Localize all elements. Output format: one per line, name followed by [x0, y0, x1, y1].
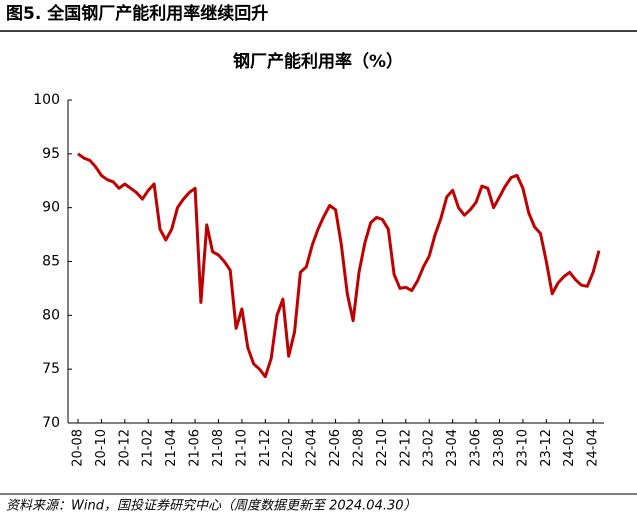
- x-tick-label: 24-04: [586, 429, 601, 467]
- y-tick-label: 70: [42, 415, 60, 431]
- x-tick-label: 23-04: [445, 429, 460, 467]
- x-tick-label: 23-06: [469, 429, 484, 467]
- x-tick-label: 22-06: [328, 429, 343, 467]
- x-tick-label: 21-10: [234, 429, 249, 467]
- x-tick-label: 21-02: [141, 429, 156, 467]
- x-tick-label: 23-08: [492, 429, 507, 467]
- line-series: [77, 152, 601, 379]
- figure-title: 图5. 全国钢厂产能利用率继续回升: [6, 3, 268, 24]
- source-note: 资料来源：Wind，国投证券研究中心（周度数据更新至 2024.04.30）: [6, 498, 417, 514]
- x-tick-label: 21-06: [188, 429, 203, 467]
- y-tick-label: 95: [42, 146, 60, 162]
- y-tick-label: 90: [42, 200, 60, 216]
- y-tick-label: 85: [42, 254, 60, 270]
- x-tick-label: 22-04: [305, 429, 320, 467]
- x-tick-label: 23-10: [515, 429, 530, 467]
- y-tick-label: 80: [42, 307, 60, 323]
- chart-title: 钢厂产能利用率（%）: [233, 51, 403, 72]
- x-tick-label: 22-02: [281, 429, 296, 467]
- x-tick-label: 22-10: [375, 429, 390, 467]
- y-tick-label: 100: [33, 92, 60, 108]
- x-tick-label: 20-10: [94, 429, 109, 467]
- x-tick-label: 21-12: [258, 429, 273, 467]
- x-tick-label: 24-02: [562, 429, 577, 467]
- x-tick-label: 20-12: [117, 429, 132, 467]
- x-tick-label: 23-02: [422, 429, 437, 467]
- x-tick-label: 23-12: [539, 429, 554, 467]
- x-tick-label: 22-12: [398, 429, 413, 467]
- y-tick-label: 75: [42, 361, 60, 377]
- x-tick-label: 21-08: [211, 429, 226, 467]
- x-tick-label: 20-08: [71, 429, 86, 467]
- x-tick-label: 21-04: [164, 429, 179, 467]
- x-tick-label: 22-08: [351, 429, 366, 467]
